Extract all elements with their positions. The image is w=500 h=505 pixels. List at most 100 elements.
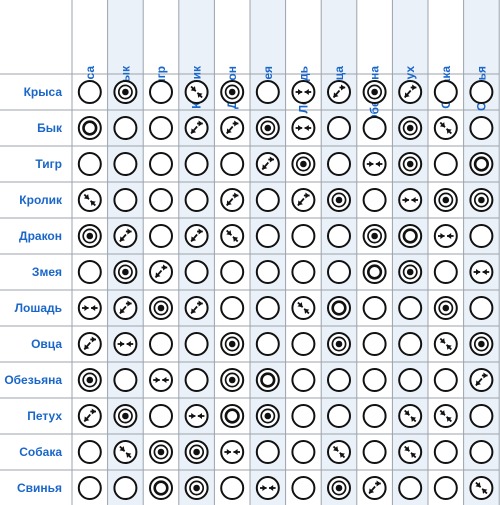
empty-circle-icon [362,188,387,212]
empty-circle-icon [362,368,387,392]
empty-circle-icon [113,476,138,500]
empty-circle-icon [469,116,494,140]
empty-circle-icon [220,260,245,284]
triple-ring-icon [255,116,280,140]
triple-ring-icon [113,404,138,428]
opposing-arrows-icon [291,80,316,104]
empty-circle-icon [362,116,387,140]
empty-circle-icon [398,368,423,392]
empty-circle-icon [327,368,351,392]
triple-ring-icon [149,440,173,464]
triple-ring-icon [184,440,209,464]
empty-circle-icon [398,332,423,356]
triple-ring-icon [77,368,102,392]
empty-circle-icon [255,296,280,320]
triple-ring-icon [469,332,494,356]
empty-circle-icon [149,224,173,248]
empty-circle-icon [469,80,494,104]
empty-circle-icon [113,152,138,176]
double-ring-icon [469,152,494,176]
empty-circle-icon [291,368,316,392]
double-ring-icon [362,260,387,284]
row-header-label: Тигр [35,157,62,171]
empty-circle-icon [291,476,316,500]
double-ring-icon [220,404,245,428]
empty-circle-icon [469,440,494,464]
empty-circle-icon [77,152,102,176]
diagonal-arrows-icon [184,80,209,104]
row-header-label: Обезьяна [4,373,62,387]
empty-circle-icon [433,152,458,176]
empty-circle-icon [184,368,209,392]
empty-circle-icon [149,404,173,428]
empty-circle-icon [469,296,494,320]
empty-circle-icon [184,260,209,284]
opposing-arrows-icon [433,224,458,248]
empty-circle-icon [469,404,494,428]
triple-ring-icon [149,296,173,320]
double-ring-icon [255,368,280,392]
row-header-label: Бык [37,121,63,135]
triple-ring-icon [398,152,423,176]
diagonal-arrows-icon [291,296,316,320]
reverse-diagonal-arrows-icon [220,116,245,140]
empty-circle-icon [255,80,280,104]
diagonal-arrows-icon [113,440,138,464]
reverse-diagonal-arrows-icon [255,152,280,176]
row-header-label: Петух [27,409,62,423]
empty-circle-icon [433,260,458,284]
opposing-arrows-icon [398,188,423,212]
triple-ring-icon [362,224,387,248]
empty-circle-icon [255,224,280,248]
empty-circle-icon [398,476,423,500]
empty-circle-icon [113,188,138,212]
empty-circle-icon [398,296,423,320]
triple-ring-icon [433,296,458,320]
row-header-label: Овца [31,337,62,351]
opposing-arrows-icon [469,260,494,284]
empty-circle-icon [255,332,280,356]
double-ring-icon [327,296,351,320]
diagonal-arrows-icon [77,188,102,212]
empty-circle-icon [433,80,458,104]
triple-ring-icon [255,404,280,428]
empty-circle-icon [327,260,351,284]
empty-circle-icon [327,404,351,428]
triple-ring-icon [220,332,245,356]
empty-circle-icon [433,476,458,500]
diagonal-arrows-icon [469,476,494,500]
empty-circle-icon [255,260,280,284]
triple-ring-icon [184,476,209,500]
triple-ring-icon [220,368,245,392]
empty-circle-icon [362,440,387,464]
empty-circle-icon [220,152,245,176]
diagonal-arrows-icon [433,332,458,356]
reverse-diagonal-arrows-icon [291,188,316,212]
row-header-label: Собака [19,445,62,459]
empty-circle-icon [149,332,173,356]
opposing-arrows-icon [184,404,209,428]
diagonal-arrows-icon [398,440,423,464]
empty-circle-icon [220,476,245,500]
opposing-arrows-icon [113,332,138,356]
triple-ring-icon [469,188,494,212]
opposing-arrows-icon [291,116,316,140]
empty-circle-icon [149,80,173,104]
empty-circle-icon [77,80,102,104]
opposing-arrows-icon [255,476,280,500]
row-header-label: Змея [32,265,62,279]
empty-circle-icon [362,332,387,356]
matrix-cells [77,80,494,500]
triple-ring-icon [327,332,351,356]
triple-ring-icon [220,80,245,104]
reverse-diagonal-arrows-icon [77,404,102,428]
opposing-arrows-icon [77,296,102,320]
row-header-label: Свинья [17,481,62,495]
triple-ring-icon [327,188,351,212]
empty-circle-icon [291,440,316,464]
empty-circle-icon [433,440,458,464]
row-header-label: Лошадь [15,301,62,315]
reverse-diagonal-arrows-icon [362,476,387,500]
empty-circle-icon [469,224,494,248]
